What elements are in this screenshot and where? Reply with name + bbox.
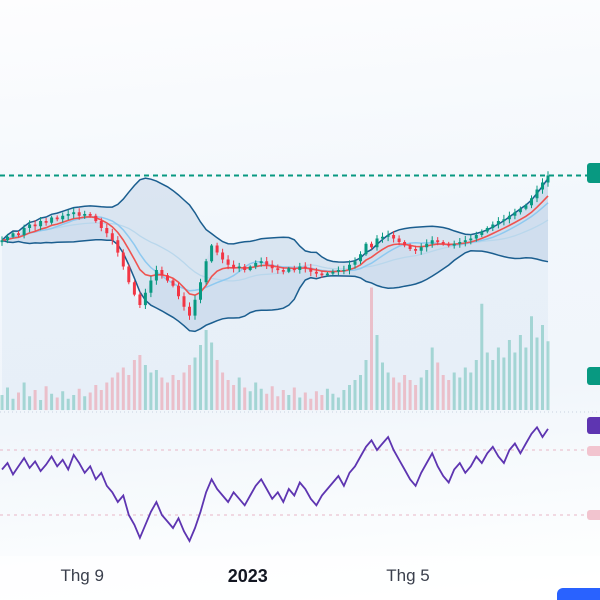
- bollinger-upper-line: [1, 177, 549, 263]
- time-axis-label-year: 2023: [227, 566, 268, 586]
- rsi-value-tag: [587, 417, 600, 434]
- volume-bars-down: [17, 287, 451, 411]
- volume-value-tag: [587, 367, 600, 385]
- fast-ma-line: [1, 195, 549, 297]
- last-price-tag: [587, 163, 600, 183]
- time-axis-label: Thg 5: [386, 566, 430, 585]
- bollinger-fill: [2, 178, 548, 332]
- bollinger-lower-line: [1, 238, 549, 333]
- price-area-fill: [2, 175, 548, 410]
- rsi-line: [1, 425, 549, 544]
- time-axis-label: Thg 9: [60, 566, 104, 585]
- rsi-upper-band-tag: [587, 446, 600, 456]
- rsi-lower-band-tag: [587, 510, 600, 520]
- bottom-right-blue-button[interactable]: [557, 588, 600, 600]
- time-axis[interactable]: Thg 9 2023 Thg 5: [0, 556, 600, 600]
